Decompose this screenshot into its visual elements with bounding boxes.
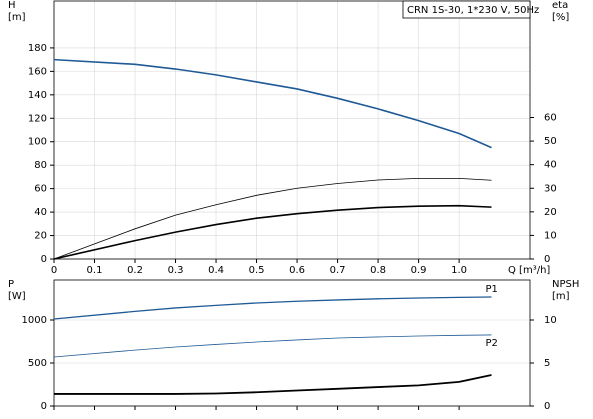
curve-label: P2 [486, 338, 498, 349]
x-tick-label: 0.4 [208, 265, 224, 276]
y-tick-label: 160 [28, 66, 47, 77]
y2-tick-label: 50 [544, 136, 557, 147]
y2-axis-title: NPSH [552, 279, 579, 290]
y2-tick-label: 40 [544, 160, 557, 171]
x-tick-label: 0.2 [127, 265, 143, 276]
y2-tick-label: 20 [544, 207, 557, 218]
y-tick-label: 20 [34, 231, 47, 242]
y-tick-label: 0 [41, 254, 47, 265]
y2-tick-label: 10 [544, 315, 557, 326]
y-tick-label: 120 [28, 113, 47, 124]
curve [53, 296, 492, 320]
legend-title: CRN 1S-30, 1*230 V, 50Hz [407, 5, 539, 16]
x-tick-label: 0.9 [411, 265, 427, 276]
x-tick-label: 0 [51, 265, 57, 276]
x-axis-title: Q [m³/h] [508, 265, 550, 276]
y-tick-label: 0 [41, 401, 47, 412]
y-axis-unit: [m] [8, 12, 26, 23]
y-axis-title: P [8, 279, 14, 290]
curve-label: P1 [486, 284, 498, 295]
x-tick-label: 0.5 [249, 265, 265, 276]
y2-axis-unit: [m] [552, 291, 570, 302]
y-axis-title: H [8, 0, 16, 11]
curve [53, 334, 492, 358]
y2-tick-label: 0 [544, 401, 550, 412]
y2-tick-label: 0 [544, 254, 550, 265]
y2-axis-unit: [%] [552, 12, 569, 23]
curve [54, 374, 492, 395]
curve [53, 204, 492, 260]
curve [53, 177, 492, 260]
y2-tick-label: 10 [544, 230, 557, 241]
plot-frame [53, 0, 531, 260]
x-tick-label: 0.6 [289, 265, 305, 276]
y-tick-label: 500 [28, 358, 47, 369]
plot-frame [53, 279, 531, 407]
x-tick-label: 0.1 [87, 265, 103, 276]
x-tick-label: 0.3 [168, 265, 184, 276]
curve [53, 58, 492, 149]
y2-tick-label: 30 [544, 183, 557, 194]
y-tick-label: 140 [28, 90, 47, 101]
y-tick-label: 40 [34, 207, 47, 218]
y-tick-label: 180 [28, 43, 47, 54]
y2-tick-label: 5 [544, 358, 550, 369]
y-tick-label: 1000 [22, 315, 47, 326]
y2-axis-title: eta [552, 0, 568, 11]
legend-box [402, 0, 531, 19]
y-tick-label: 60 [34, 184, 47, 195]
x-tick-label: 1.0 [451, 265, 467, 276]
y-tick-label: 80 [34, 160, 47, 171]
y2-tick-label: 60 [544, 113, 557, 124]
y-axis-unit: [W] [8, 291, 26, 302]
x-tick-label: 0.7 [330, 265, 346, 276]
y-tick-label: 100 [28, 137, 47, 148]
x-tick-label: 0.8 [370, 265, 386, 276]
